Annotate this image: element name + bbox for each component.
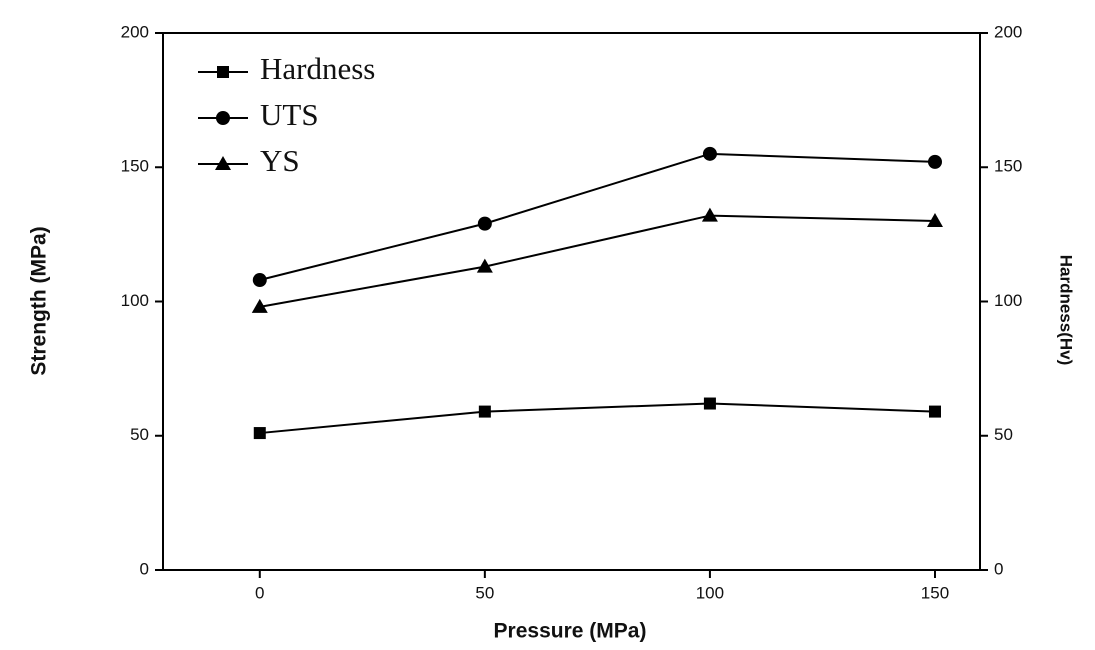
- x-axis-label: Pressure (MPa): [494, 620, 647, 643]
- legend-label: YS: [260, 143, 300, 178]
- y-tick-label: 200: [121, 22, 149, 41]
- data-point: [478, 405, 491, 418]
- x-tick-label: 100: [696, 583, 724, 602]
- y-tick-label: 0: [140, 559, 149, 578]
- data-point: [251, 298, 268, 313]
- y2-tick-label: 200: [994, 22, 1022, 41]
- y-tick-label: 150: [121, 157, 149, 176]
- series-line: [259, 402, 936, 435]
- data-point: [927, 154, 942, 169]
- y2-axis-label: Hardness(Hv): [1057, 255, 1076, 366]
- legend-marker: [216, 111, 230, 125]
- series-line: [259, 214, 936, 308]
- y2-tick-label: 0: [994, 559, 1003, 578]
- legend-label: Hardness: [260, 51, 375, 86]
- y2-tick-label: 50: [994, 425, 1013, 444]
- series-line: [259, 152, 936, 281]
- y2-tick-label: 150: [994, 157, 1022, 176]
- data-point: [476, 258, 493, 273]
- legend-marker: [215, 156, 231, 170]
- data-point: [926, 212, 943, 227]
- data-point: [701, 207, 718, 222]
- legend-marker: [217, 66, 229, 78]
- x-tick-label: 150: [921, 583, 949, 602]
- data-point: [703, 397, 716, 410]
- y2-tick-label: 100: [994, 291, 1022, 310]
- data-point: [477, 216, 492, 231]
- data-point: [253, 427, 266, 440]
- y-tick-label: 50: [130, 425, 149, 444]
- y-tick-label: 100: [121, 291, 149, 310]
- legend-label: UTS: [260, 97, 319, 132]
- data-point: [252, 273, 267, 288]
- x-tick-label: 0: [255, 583, 264, 602]
- x-tick-label: 50: [475, 583, 494, 602]
- y-axis-label: Strength (MPa): [28, 226, 51, 375]
- data-point: [928, 405, 941, 418]
- data-point: [702, 146, 717, 161]
